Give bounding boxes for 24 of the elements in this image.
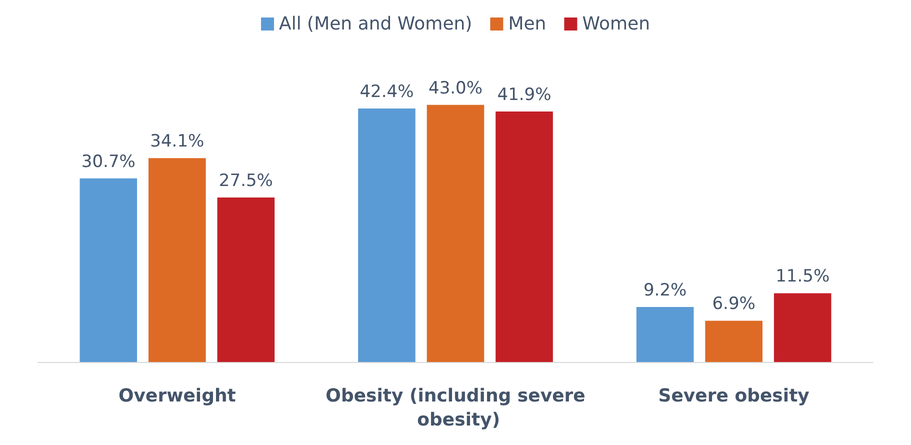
data-label: 43.0% bbox=[428, 78, 483, 98]
bar bbox=[358, 108, 416, 362]
bar bbox=[426, 104, 484, 362]
legend-label: Women bbox=[582, 14, 650, 34]
data-label: 6.9% bbox=[712, 294, 756, 314]
x-tick-label: Severe obesity bbox=[658, 386, 810, 406]
x-tick-label: Overweight bbox=[118, 386, 236, 406]
data-label: 27.5% bbox=[218, 171, 273, 192]
bar bbox=[80, 178, 138, 362]
bar bbox=[636, 306, 694, 362]
bar bbox=[705, 320, 762, 362]
data-label: 11.5% bbox=[776, 266, 830, 287]
data-label: 30.7% bbox=[81, 152, 136, 172]
data-label: 34.1% bbox=[150, 132, 204, 152]
legend-label: All (Men and Women) bbox=[279, 14, 472, 34]
bar bbox=[217, 198, 275, 362]
bar bbox=[496, 111, 553, 362]
bar bbox=[774, 293, 832, 362]
bar bbox=[148, 158, 206, 362]
data-label: 41.9% bbox=[497, 84, 552, 105]
x-tick-label: Obesity (including severe obesity) bbox=[326, 386, 586, 430]
data-label: 9.2% bbox=[643, 280, 687, 300]
data-label: 42.4% bbox=[360, 82, 414, 102]
legend-label: Men bbox=[508, 14, 546, 34]
